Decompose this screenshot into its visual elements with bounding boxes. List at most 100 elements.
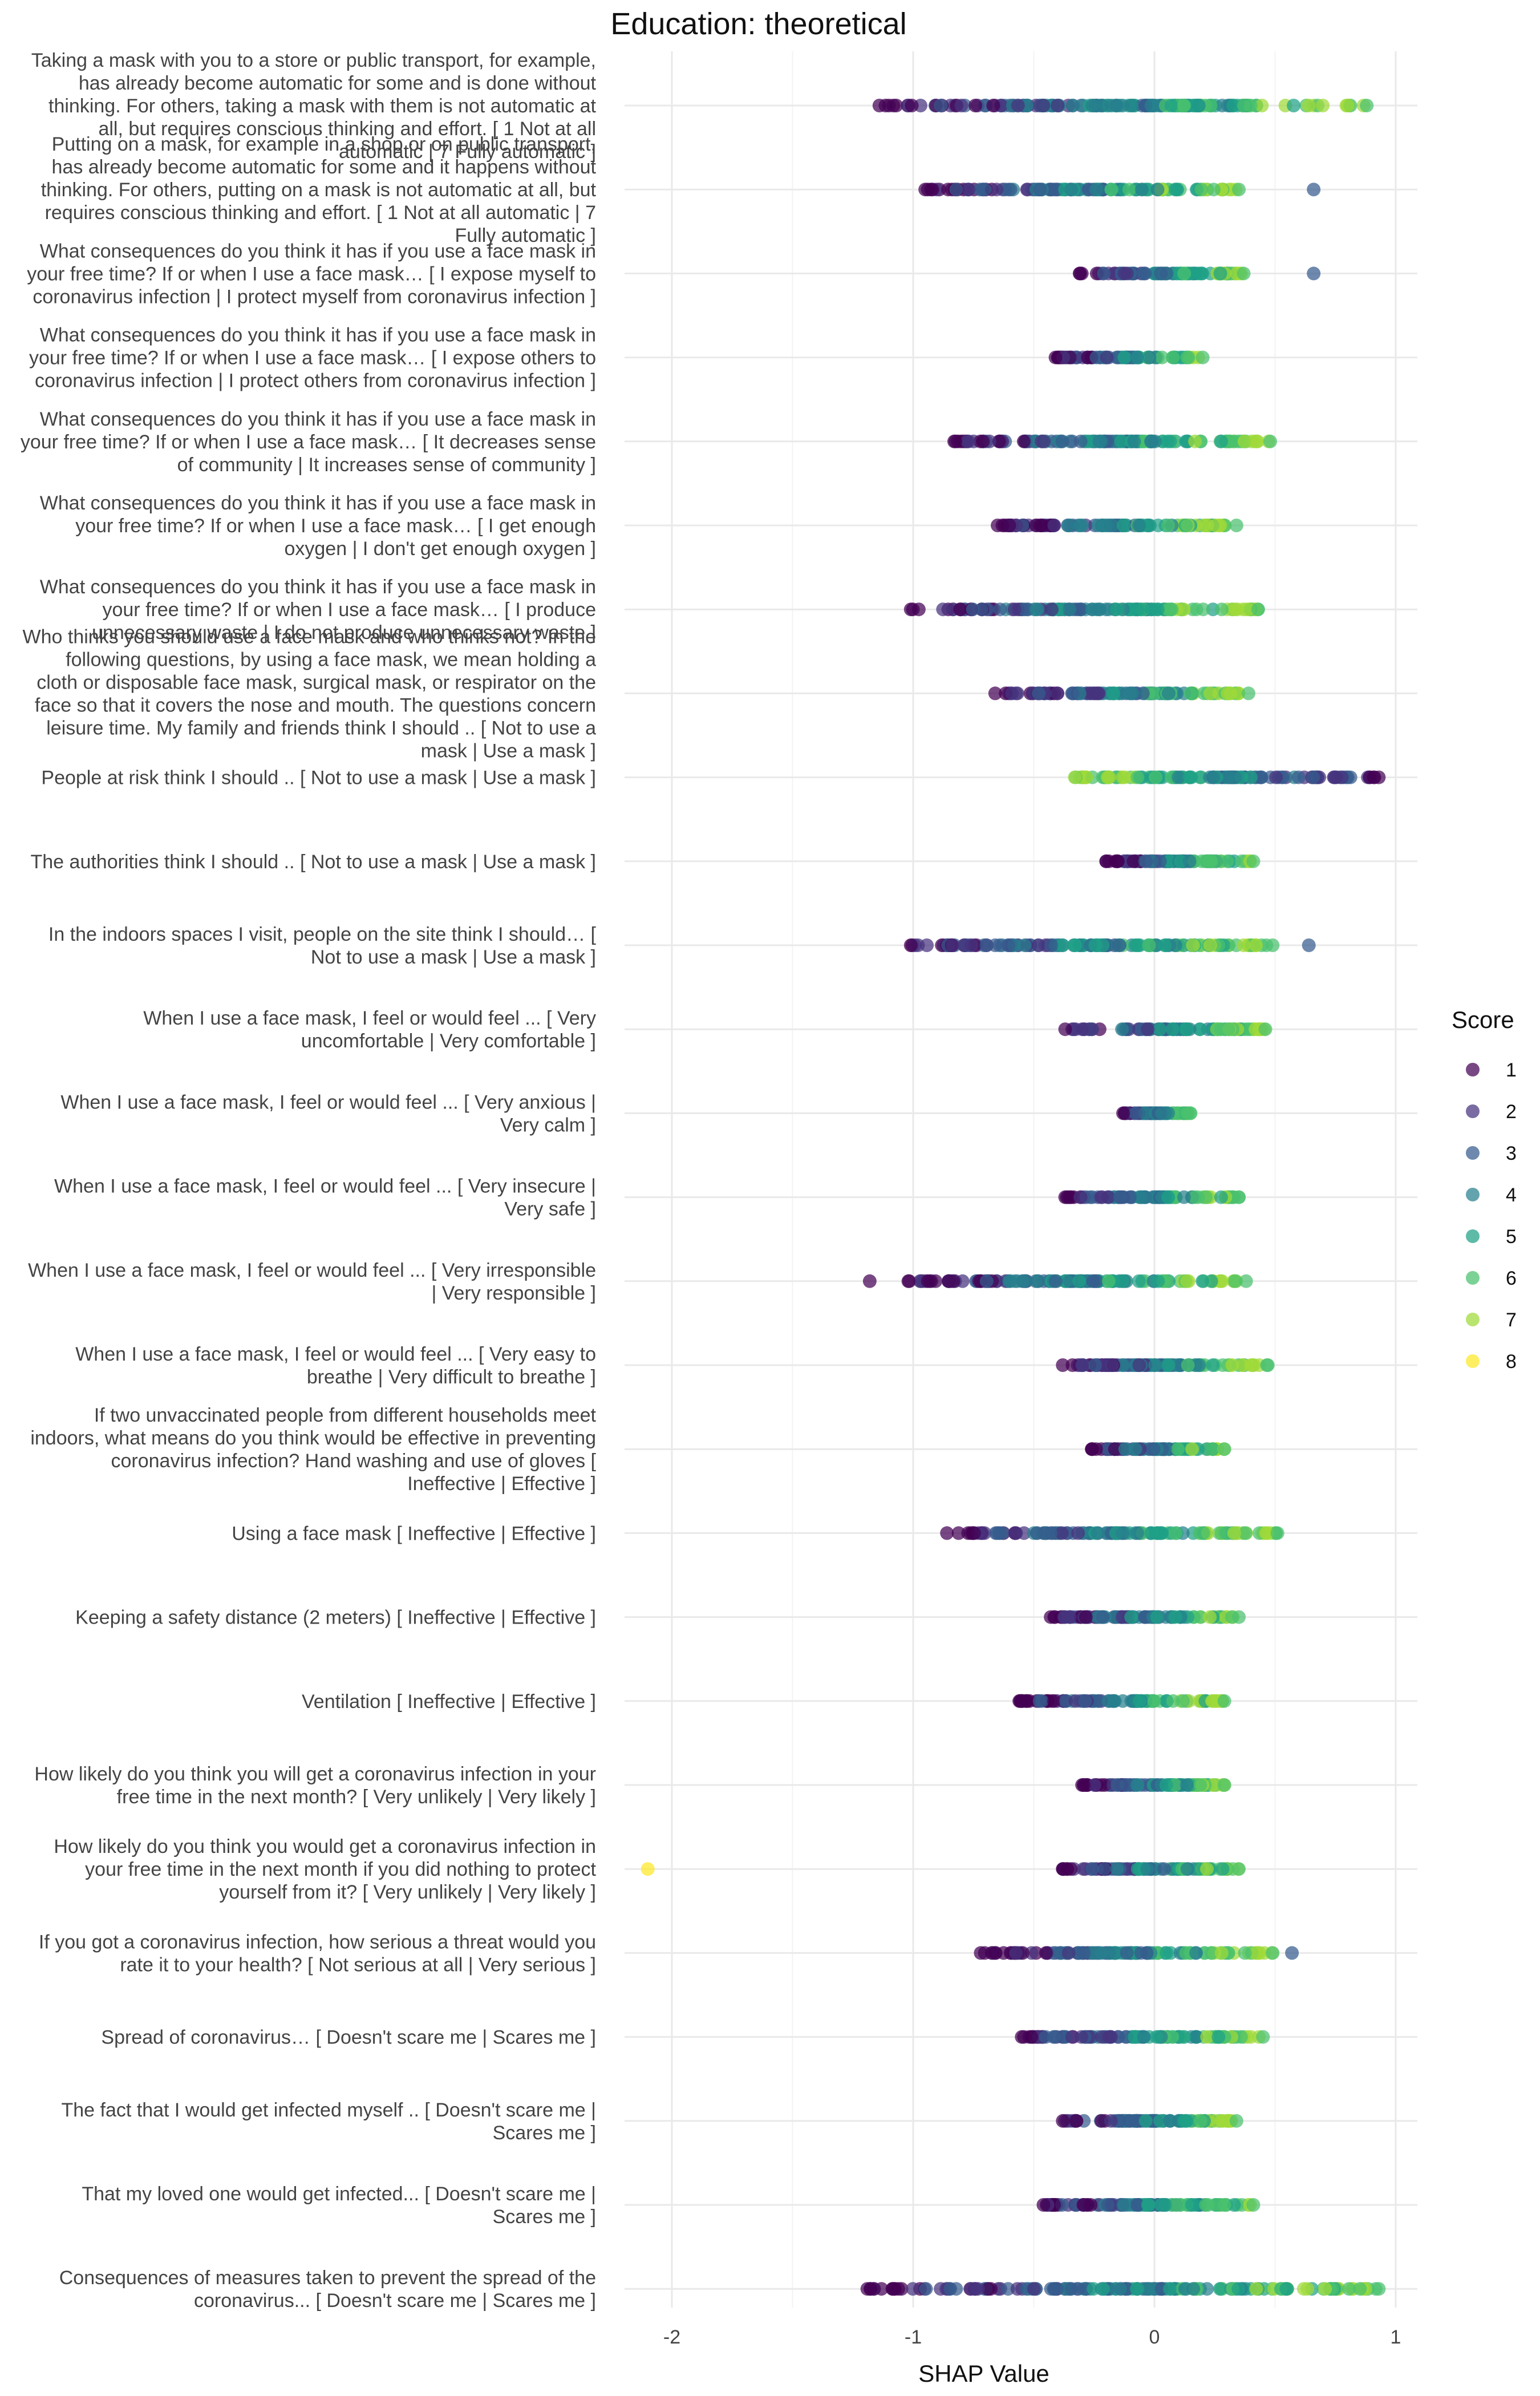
shap-point: [986, 99, 1000, 112]
shap-point: [1195, 1274, 1210, 1288]
shap-point: [940, 1526, 954, 1540]
shap-point: [1128, 1442, 1142, 1456]
shap-point: [1084, 2198, 1098, 2212]
legend-key: [1466, 1063, 1480, 1076]
shap-point: [1160, 1946, 1174, 1960]
shap-point: [1196, 1526, 1210, 1540]
shap-point: [1153, 854, 1167, 868]
shap-point: [1249, 1946, 1263, 1960]
shap-point: [1122, 183, 1136, 197]
shap-point: [1132, 519, 1146, 532]
shap-point: [1302, 938, 1316, 952]
shap-point: [1193, 2114, 1207, 2128]
shap-point: [1181, 350, 1195, 365]
shap-point: [1219, 2114, 1234, 2128]
shap-point: [967, 1526, 981, 1540]
legend-key: [1466, 1146, 1480, 1160]
shap-point: [1036, 2198, 1051, 2212]
shap-point: [1015, 2030, 1029, 2044]
shap-point: [1194, 183, 1209, 197]
shap-point: [1064, 183, 1079, 197]
shap-point: [1197, 519, 1211, 532]
shap-point: [889, 99, 903, 112]
shap-point: [1184, 1106, 1198, 1120]
shap-point: [919, 2282, 933, 2296]
shap-point: [1177, 99, 1191, 112]
feature-label: The fact that I would get infected mysel…: [61, 2099, 596, 2144]
shap-point: [1215, 1862, 1230, 1876]
shap-point: [1241, 686, 1255, 701]
shap-point: [1203, 1610, 1217, 1624]
x-axis-title: SHAP Value: [918, 2360, 1049, 2387]
shap-point: [934, 99, 948, 112]
shap-point: [1238, 1526, 1253, 1540]
shap-point: [1209, 519, 1223, 532]
shap-point: [1130, 1778, 1144, 1792]
shap-point: [1109, 99, 1123, 112]
shap-point: [1195, 266, 1209, 281]
shap-point: [1073, 519, 1087, 532]
shap-point: [968, 99, 982, 112]
shap-point: [1168, 1610, 1182, 1624]
shap-point: [1226, 99, 1241, 112]
shap-point: [1254, 770, 1269, 784]
shap-point: [942, 1274, 956, 1288]
shap-point: [1069, 2114, 1083, 2128]
shap-point: [1179, 519, 1193, 532]
shap-point: [1055, 1526, 1069, 1540]
shap-point: [1018, 938, 1032, 952]
shap-point: [1165, 2030, 1180, 2044]
shap-point: [903, 602, 918, 617]
shap-point: [1360, 99, 1374, 112]
shap-point: [1075, 1778, 1089, 1792]
shap-point: [1256, 2030, 1270, 2044]
shap-point: [1232, 1190, 1246, 1204]
legend-label: 2: [1506, 1101, 1517, 1123]
shap-point: [954, 99, 968, 112]
shap-point: [1229, 602, 1243, 617]
shap-point: [1206, 1694, 1220, 1708]
shap-point: [1223, 686, 1238, 701]
shap-point: [1200, 2030, 1214, 2044]
shap-point: [1213, 2282, 1227, 2296]
shap-point: [1015, 1274, 1030, 1288]
shap-point: [1148, 1358, 1162, 1372]
shap-point: [1214, 434, 1229, 448]
legend-key: [1466, 1188, 1480, 1201]
feature-label: What consequences do you think it has if…: [40, 576, 596, 643]
shap-point: [957, 938, 971, 952]
shap-point: [990, 183, 1004, 197]
shap-point: [1249, 938, 1263, 952]
shap-point: [1190, 2030, 1204, 2044]
shap-point: [1085, 1022, 1100, 1037]
shap-point: [974, 1946, 988, 1960]
shap-point: [1141, 2198, 1155, 2212]
shap-point: [1130, 770, 1145, 784]
shap-point: [1269, 770, 1283, 784]
shap-point: [1200, 1862, 1214, 1876]
shap-point: [1151, 1274, 1165, 1288]
shap-point: [966, 602, 980, 617]
feature-label: That my loved one would get infected... …: [82, 2183, 596, 2228]
shap-point: [1115, 1274, 1129, 1288]
shap-point: [1157, 1862, 1171, 1876]
shap-point: [1214, 602, 1229, 617]
x-tick-label: 0: [1149, 2326, 1160, 2348]
shap-point: [1033, 519, 1047, 532]
shap-point: [1177, 2030, 1192, 2044]
shap-point: [1018, 602, 1032, 617]
legend-label: 8: [1506, 1351, 1517, 1373]
shap-point: [1213, 266, 1227, 281]
shap-point: [949, 2282, 963, 2296]
shap-point: [1085, 1862, 1099, 1876]
shap-point: [1058, 1190, 1072, 1204]
shap-point: [1048, 350, 1063, 365]
shap-point: [1117, 2198, 1131, 2212]
shap-point: [1162, 854, 1177, 868]
shap-point: [1144, 1526, 1158, 1540]
chart-title: Education: theoretical: [610, 7, 906, 41]
shap-point: [1185, 2198, 1199, 2212]
shap-point: [1285, 1946, 1299, 1960]
shap-point: [1024, 2030, 1039, 2044]
shap-point: [992, 434, 1006, 448]
